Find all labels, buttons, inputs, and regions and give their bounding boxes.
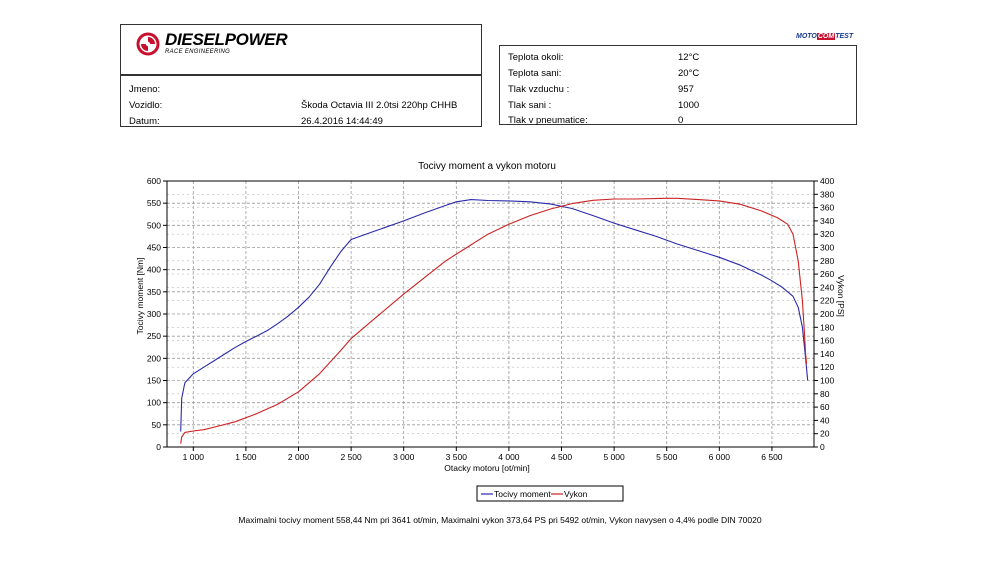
y-tick-label: 550 <box>147 198 161 208</box>
y2-tick-label: 280 <box>820 256 834 266</box>
cond-label: Tlak sani : <box>508 100 552 111</box>
y2-axis-label: Vykon [PS] <box>836 275 846 317</box>
y2-tick-label: 300 <box>820 243 834 253</box>
y2-tick-label: 320 <box>820 229 834 239</box>
y-tick-label: 150 <box>147 376 161 386</box>
y-tick-label: 300 <box>147 309 161 319</box>
info-label: Datum: <box>129 116 160 127</box>
brand-name: DIESELPOWER <box>165 30 288 49</box>
vehicle-value: Škoda Octavia III 2.0tsi 220hp CHHB <box>301 100 458 111</box>
y-tick-label: 250 <box>147 331 161 341</box>
y2-tick-label: 80 <box>820 389 830 399</box>
y2-tick-label: 200 <box>820 309 834 319</box>
logo-header: DIESELPOWER RACE ENGINEERING <box>120 24 482 75</box>
cond-value: 20°C <box>678 68 700 79</box>
chart-ticks: 1 000 1 500 2 000 2 500 3 000 3 500 4 000 4 500… <box>147 176 835 462</box>
cond-value: 12°C <box>678 52 700 63</box>
y2-tick-label: 340 <box>820 216 834 226</box>
y2-tick-label: 380 <box>820 189 834 199</box>
y2-tick-label: 400 <box>820 176 834 186</box>
motocomtest-logo: MOTOCOMTEST <box>796 33 853 40</box>
y-tick-label: 100 <box>147 398 161 408</box>
x-tick-label: 1 000 <box>183 452 205 462</box>
moto-logo-part3: TEST <box>835 33 854 40</box>
y2-tick-label: 60 <box>820 402 830 412</box>
x-tick-label: 5 500 <box>656 452 678 462</box>
y2-tick-label: 40 <box>820 415 830 425</box>
legend-label-power: Vykon <box>564 489 588 499</box>
y-tick-label: 50 <box>152 420 162 430</box>
test-conditions-panel: Teplota okoli: 12°C Teplota sani: 20°C T… <box>499 45 857 126</box>
y-tick-label: 500 <box>147 220 161 230</box>
y2-tick-label: 20 <box>820 429 830 439</box>
y-tick-label: 200 <box>147 353 161 363</box>
cond-value: 0 <box>678 115 684 126</box>
legend-label-torque: Tocivy moment <box>494 489 551 499</box>
y2-tick-label: 180 <box>820 322 834 332</box>
torque-curve <box>180 199 809 432</box>
summary-footer: Maximalni tocivy moment 558,44 Nm pri 36… <box>238 515 762 525</box>
x-tick-label: 3 000 <box>393 452 415 462</box>
y2-tick-label: 120 <box>820 362 834 372</box>
chart-legend: Tocivy moment Vykon <box>476 485 624 502</box>
cond-label: Tlak v pneumatice: <box>508 115 588 126</box>
date-value: 26.4.2016 14:44:49 <box>301 116 383 127</box>
cond-label: Tlak vzduchu : <box>508 84 570 95</box>
x-tick-label: 4 000 <box>498 452 520 462</box>
y2-tick-label: 140 <box>820 349 834 359</box>
chart-series <box>180 197 809 444</box>
y-tick-label: 600 <box>147 176 161 186</box>
x-tick-label: 6 500 <box>761 452 783 462</box>
y2-tick-label: 220 <box>820 296 834 306</box>
chart-grid <box>167 180 814 448</box>
x-tick-label: 5 000 <box>603 452 625 462</box>
info-label: Jmeno: <box>129 84 161 95</box>
info-label: Vozidlo: <box>129 100 163 111</box>
x-tick-label: 6 000 <box>709 452 731 462</box>
x-tick-label: 2 000 <box>288 452 310 462</box>
x-tick-label: 1 500 <box>235 452 257 462</box>
moto-logo-part1: MOTO <box>796 33 817 40</box>
info-row-name: Jmeno: <box>129 84 160 95</box>
y-tick-label: 400 <box>147 265 161 275</box>
x-tick-label: 3 500 <box>446 452 468 462</box>
y2-tick-label: 160 <box>820 336 834 346</box>
y2-tick-label: 260 <box>820 269 834 279</box>
moto-logo-part2: COM <box>816 33 836 40</box>
y-tick-label: 350 <box>147 287 161 297</box>
y2-tick-label: 240 <box>820 282 834 292</box>
x-axis-label: Otacky motoru [ot/min] <box>444 463 530 473</box>
dyno-chart: Tocivy moment a vykon motoru 1 000 1 500 2… <box>135 161 846 502</box>
cond-label: Teplota sani: <box>508 68 562 79</box>
info-row-vehicle: Vozidlo: <box>129 100 162 111</box>
power-curve <box>180 197 808 444</box>
y-tick-label: 0 <box>156 442 161 452</box>
cond-label: Teplota okoli: <box>508 52 564 63</box>
vehicle-info-panel: Jmeno: Vozidlo: Škoda Octavia III 2.0tsi… <box>120 75 482 127</box>
dieselpower-logo-icon <box>136 32 160 56</box>
chart-title: Tocivy moment a vykon motoru <box>418 161 556 172</box>
legend-box <box>476 485 624 502</box>
y2-tick-label: 0 <box>820 442 825 452</box>
x-tick-label: 2 500 <box>340 452 362 462</box>
x-tick-label: 4 500 <box>551 452 573 462</box>
y-axis-label: Tocivy moment [Nm] <box>135 258 145 335</box>
info-row-date: Datum: <box>129 116 160 127</box>
y2-tick-label: 100 <box>820 376 834 386</box>
cond-value: 957 <box>678 84 694 95</box>
cond-value: 1000 <box>678 100 700 111</box>
brand-tagline: RACE ENGINEERING <box>165 49 231 55</box>
y2-tick-label: 360 <box>820 203 834 213</box>
y-tick-label: 450 <box>147 243 161 253</box>
